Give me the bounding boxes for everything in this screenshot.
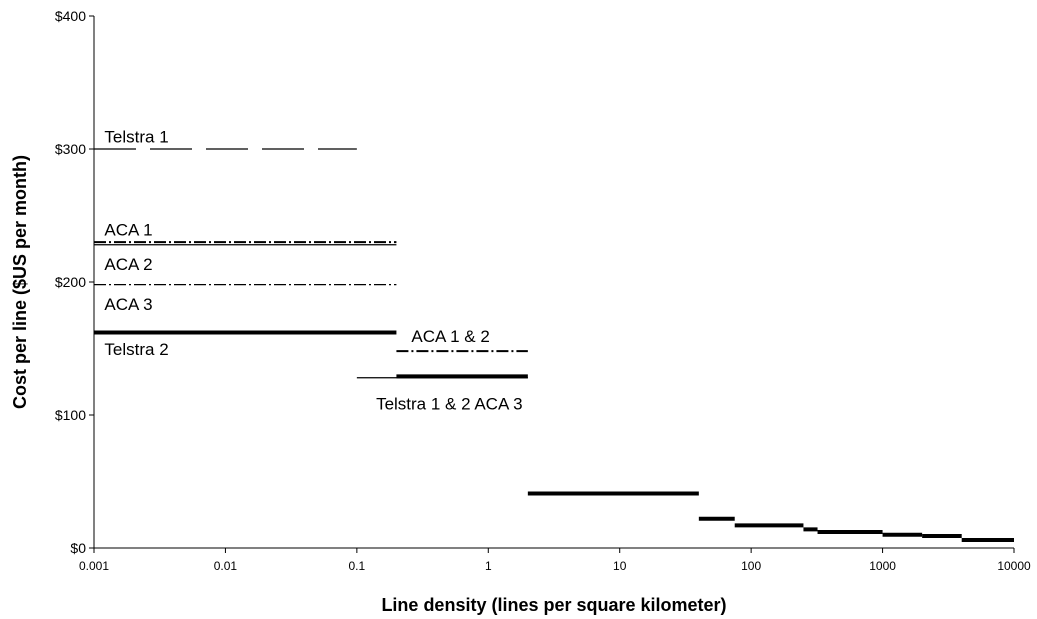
annotation-label: ACA 1 & 2: [411, 327, 489, 346]
annotation-label: ACA 1: [104, 220, 152, 239]
x-tick-label: 1: [485, 559, 492, 573]
y-tick-label: $300: [55, 141, 86, 157]
series-2: [94, 241, 528, 353]
annotation-layer: Telstra 1 ACA 1 ACA 2 ACA 3 Telstra 2 ACA 1 &…: [104, 127, 522, 413]
x-axis-ticks: 0.001 0.01 0.1 1 10 100 1000 10000: [79, 548, 1031, 573]
series-5: [94, 330, 1014, 543]
annotation-label: ACA 2: [104, 255, 152, 274]
x-tick-label: 0.01: [214, 559, 238, 573]
y-tick-label: $200: [55, 274, 86, 290]
series-layer: [94, 148, 1014, 543]
y-axis-title: Cost per line ($US per month): [10, 155, 30, 409]
annotation-label: Telstra 2: [104, 340, 168, 359]
x-tick-label: 0.1: [349, 559, 366, 573]
y-tick-label: $100: [55, 407, 86, 423]
x-tick-label: 1000: [869, 559, 896, 573]
x-tick-label: 100: [741, 559, 761, 573]
x-tick-label: 10: [613, 559, 627, 573]
plot-area: 0.001 0.01 0.1 1 10 100 1000 10000 $0 $100 $200 $3…: [55, 8, 1031, 573]
annotation-label: Telstra 1 & 2 ACA 3: [376, 395, 522, 414]
x-tick-label: 0.001: [79, 559, 109, 573]
x-axis-title: Line density (lines per square kilometer…: [381, 595, 726, 615]
annotation-label: Telstra 1: [104, 127, 168, 146]
y-axis-ticks: $0 $100 $200 $300 $400: [55, 8, 94, 556]
y-tick-label: $400: [55, 8, 86, 24]
y-tick-label: $0: [70, 540, 86, 556]
annotation-label: ACA 3: [104, 295, 152, 314]
x-tick-label: 10000: [997, 559, 1031, 573]
